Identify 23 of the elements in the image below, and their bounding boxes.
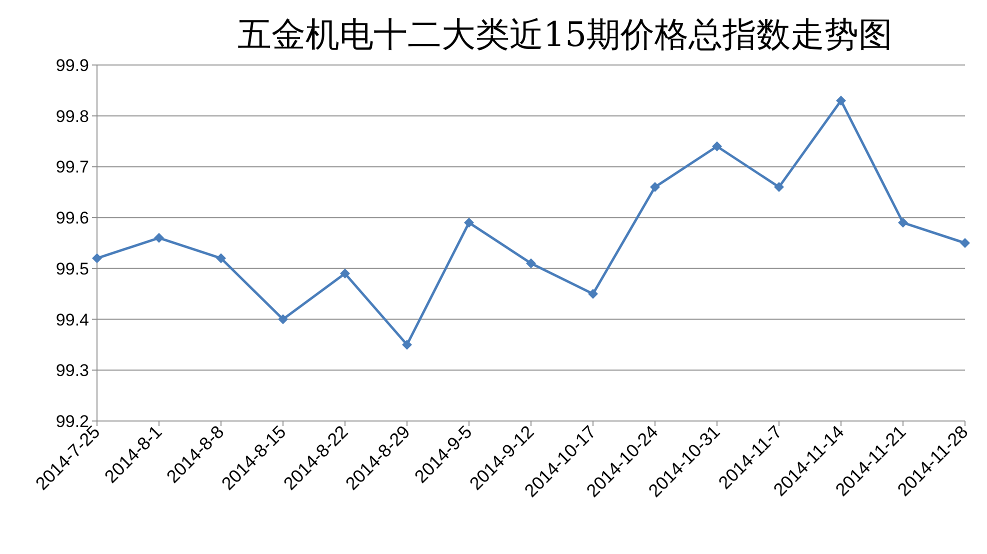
point: [340, 268, 350, 279]
point: [588, 288, 598, 299]
point: [960, 238, 970, 248]
point: [278, 314, 288, 324]
point: [526, 258, 536, 268]
y-tick-label: 99.5: [56, 259, 89, 278]
y-tick-label: 99.3: [56, 361, 89, 380]
point: [464, 218, 474, 228]
point: [774, 182, 784, 192]
point: [154, 232, 164, 243]
point: [836, 96, 846, 106]
y-tick-label: 99.8: [56, 106, 89, 126]
point: [712, 141, 722, 152]
point: [650, 182, 660, 192]
point: [216, 253, 226, 264]
point: [898, 218, 908, 228]
chart-title: 五金机电十二大类近15期价格总指数走势图: [237, 15, 893, 55]
y-tick-label: 99.9: [56, 56, 89, 75]
y-tick-label: 99.6: [56, 208, 89, 228]
point: [92, 253, 102, 264]
y-tick-label: 99.7: [56, 158, 89, 177]
point: [402, 340, 412, 350]
y-tick-label: 99.4: [56, 310, 89, 330]
